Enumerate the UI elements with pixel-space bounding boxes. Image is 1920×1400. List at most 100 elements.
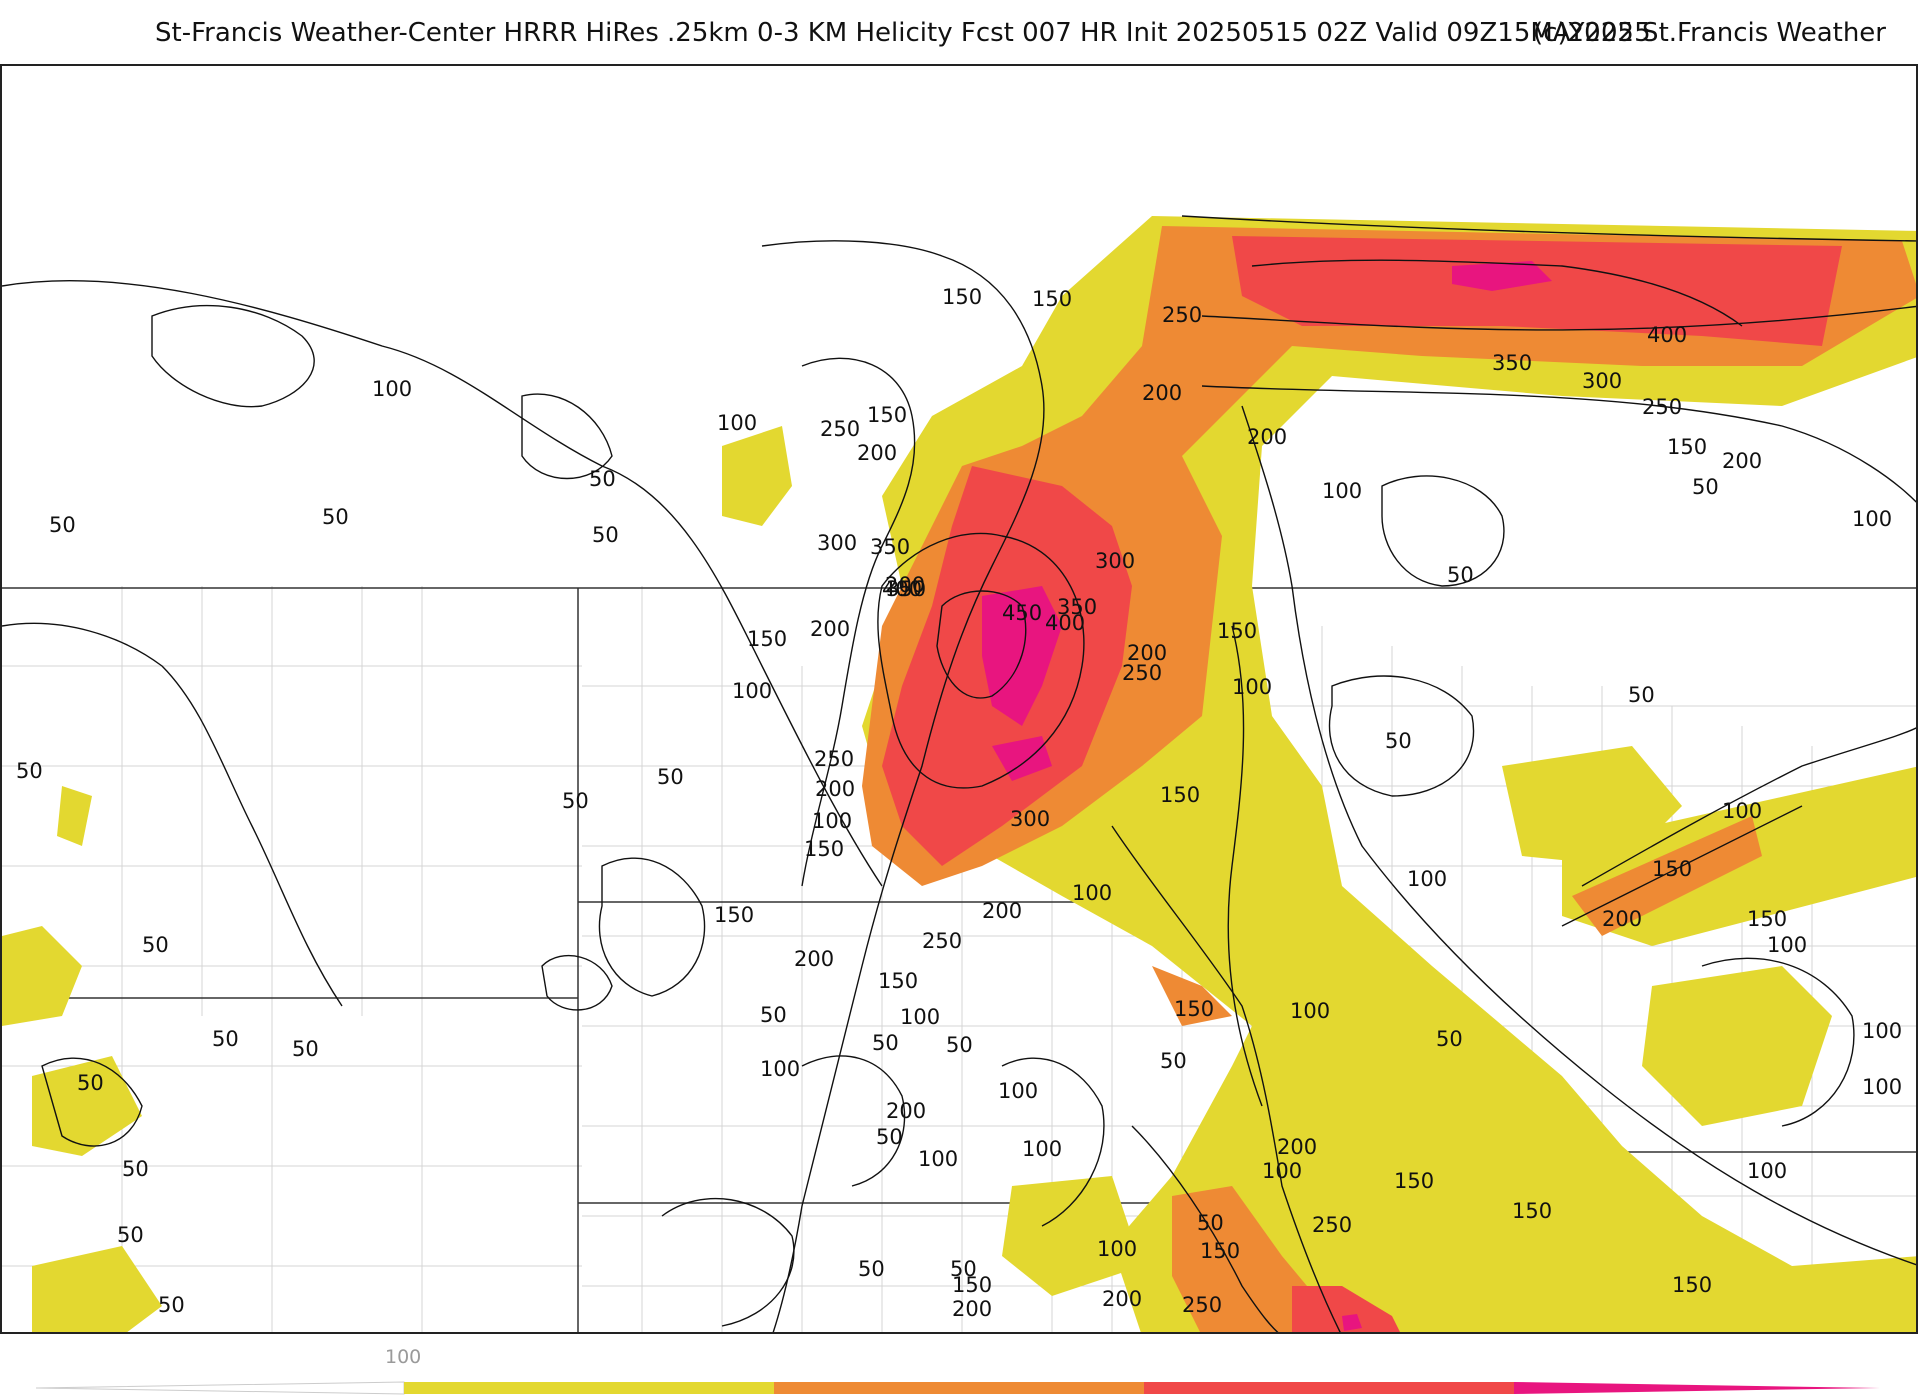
contour-label: 100: [1722, 799, 1762, 823]
contour-label: 50: [49, 513, 76, 537]
contour-label: 100: [1747, 1159, 1787, 1183]
contour-label: 350: [870, 535, 910, 559]
contour-label: 150: [878, 969, 918, 993]
contour-label: 400: [1045, 611, 1085, 635]
helicity-contours: [2, 215, 1916, 1332]
contour-label: 50: [1692, 475, 1719, 499]
contour-label: 50: [1197, 1211, 1224, 1235]
contour-label: 50: [760, 1003, 787, 1027]
contour-label: 50: [592, 523, 619, 547]
contour-label: 100: [1407, 867, 1447, 891]
contour-labels: 150 150 250 200 200 350 300 250 400 150 …: [16, 285, 1902, 1321]
contour-label: 350: [886, 577, 926, 601]
contour-label: 100: [1290, 999, 1330, 1023]
contour-label: 150: [1652, 857, 1692, 881]
contour-label: 200: [1247, 425, 1287, 449]
contour-label: 150: [747, 627, 787, 651]
contour-label: 350: [1492, 351, 1532, 375]
legend-low-arrow: [35, 1381, 405, 1395]
contour-label: 150: [1032, 287, 1072, 311]
contour-label: 250: [820, 417, 860, 441]
contour-label: 200: [1142, 381, 1182, 405]
contour-label: 50: [142, 933, 169, 957]
contour-label: 200: [810, 617, 850, 641]
contour-label: 50: [77, 1071, 104, 1095]
contour-label: 150: [714, 903, 754, 927]
contour-label: 50: [1436, 1027, 1463, 1051]
contour-label: 100: [732, 679, 772, 703]
contour-label: 50: [158, 1293, 185, 1317]
legend-segment-red: [1144, 1382, 1514, 1394]
contour-label: 450: [1002, 601, 1042, 625]
contour-label: 50: [16, 759, 43, 783]
contour-label: 200: [982, 899, 1022, 923]
contour-label: 200: [1722, 449, 1762, 473]
contour-label: 150: [942, 285, 982, 309]
contour-label: 150: [1672, 1273, 1712, 1297]
contour-label: 100: [372, 377, 412, 401]
contour-label: 250: [1312, 1213, 1352, 1237]
map-canvas: 150 150 250 200 200 350 300 250 400 150 …: [2, 215, 1916, 1332]
contour-label: 250: [922, 929, 962, 953]
map-title: St-Francis Weather-Center HRRR HiRes .25…: [155, 18, 1651, 48]
contour-label: 100: [1232, 675, 1272, 699]
legend-tick-label: 100: [385, 1346, 422, 1368]
contour-label: 50: [1385, 729, 1412, 753]
contour-label: 50: [117, 1223, 144, 1247]
contour-label: 50: [858, 1257, 885, 1281]
contour-label: 100: [1262, 1159, 1302, 1183]
contour-label: 100: [1767, 933, 1807, 957]
contour-label: 250: [1122, 661, 1162, 685]
contour-label: 100: [760, 1057, 800, 1081]
contour-label: 200: [794, 947, 834, 971]
contour-label: 100: [1322, 479, 1362, 503]
contour-label: 200: [815, 777, 855, 801]
contour-label: 150: [1200, 1239, 1240, 1263]
contour-label: 150: [952, 1273, 992, 1297]
contour-label: 150: [1217, 619, 1257, 643]
contour-label: 50: [292, 1037, 319, 1061]
contour-label: 50: [872, 1031, 899, 1055]
contour-label: 200: [1127, 641, 1167, 665]
contour-label: 150: [1512, 1199, 1552, 1223]
legend-segment-magenta: [1514, 1382, 1880, 1394]
contour-label: 150: [1174, 997, 1214, 1021]
contour-label: 100: [1097, 1237, 1137, 1261]
contour-label: 100: [1072, 881, 1112, 905]
contour-label: 100: [812, 809, 852, 833]
contour-label: 100: [1862, 1019, 1902, 1043]
contour-label: 100: [1862, 1075, 1902, 1099]
contour-label: 200: [1602, 907, 1642, 931]
contour-label: 200: [886, 1099, 926, 1123]
contour-label: 400: [1647, 323, 1687, 347]
contour-label: 50: [657, 765, 684, 789]
contour-label: 50: [122, 1157, 149, 1181]
contour-label: 50: [212, 1027, 239, 1051]
map-header: St-Francis Weather-Center HRRR HiRes .25…: [0, 0, 1920, 64]
helicity-map: 150 150 250 200 200 350 300 250 400 150 …: [0, 64, 1918, 1334]
contour-label: 300: [817, 531, 857, 555]
contour-label: 150: [867, 403, 907, 427]
contour-label: 100: [918, 1147, 958, 1171]
contour-label: 150: [804, 837, 844, 861]
contour-label: 100: [1022, 1137, 1062, 1161]
contour-label: 200: [1277, 1135, 1317, 1159]
contour-label: 350: [1057, 595, 1097, 619]
contour-label: 50: [876, 1125, 903, 1149]
contour-label: 50: [562, 789, 589, 813]
contour-label: 100: [1852, 507, 1892, 531]
contour-label: 300: [1010, 807, 1050, 831]
contour-label: 50: [1447, 563, 1474, 587]
contour-label: 50: [950, 1257, 977, 1281]
contour-label: 100: [998, 1079, 1038, 1103]
contour-label: 50: [946, 1033, 973, 1057]
contour-label: 50: [1628, 683, 1655, 707]
contour-label: 400: [882, 577, 922, 601]
legend-segment-orange: [774, 1382, 1144, 1394]
contour-label: 200: [885, 573, 925, 597]
contour-label: 250: [1162, 303, 1202, 327]
contour-label: 150: [1667, 435, 1707, 459]
contour-label: 200: [952, 1297, 992, 1321]
contour-label: 50: [1160, 1049, 1187, 1073]
contour-label: 300: [1582, 369, 1622, 393]
